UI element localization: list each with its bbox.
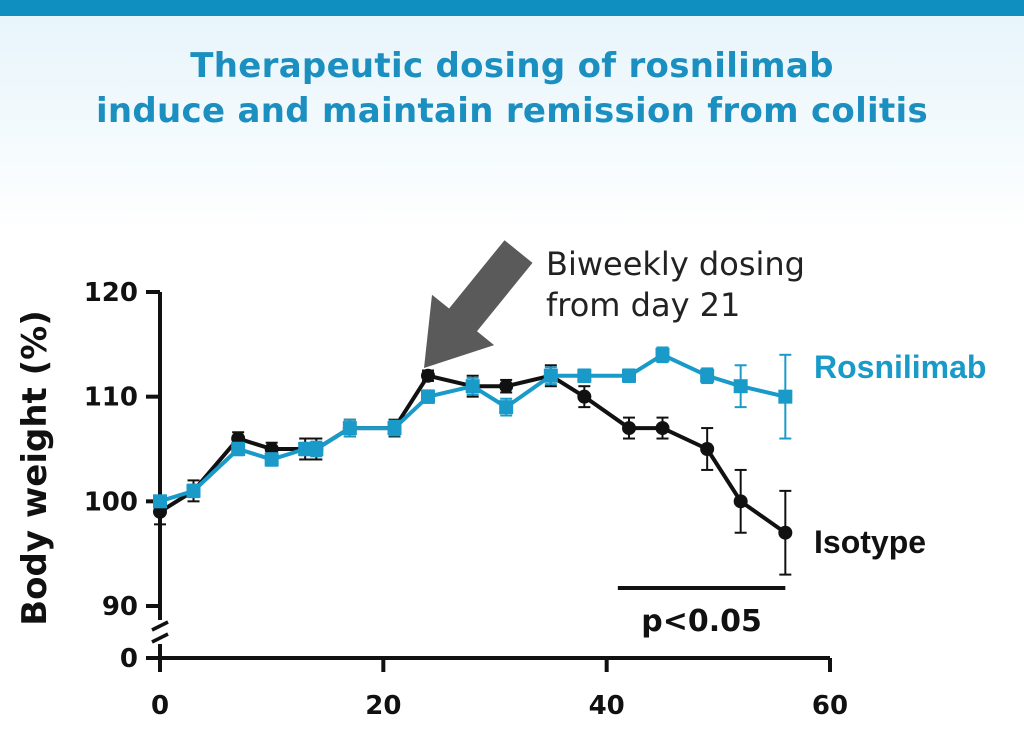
y-tick-label: 110 (84, 383, 138, 413)
data-point (655, 421, 670, 436)
data-point (733, 494, 748, 509)
data-point (342, 421, 357, 436)
data-point (186, 483, 201, 498)
dosing-arrow-icon (424, 240, 533, 368)
x-tick-label: 40 (589, 691, 625, 721)
significance-label: p<0.05 (641, 604, 762, 639)
dosing-annotation-line-1: Biweekly dosing (546, 245, 805, 283)
data-point (543, 368, 558, 383)
data-point (387, 421, 402, 436)
series-label-isotype: Isotype (814, 524, 926, 560)
series-label-rosnilimab: Rosnilimab (814, 349, 986, 385)
y-axis-title: Body weight (%) (15, 310, 55, 626)
data-point (499, 400, 514, 415)
title-band (0, 16, 1024, 230)
top-accent-bar (0, 0, 1024, 16)
y-axis-break-mark (151, 632, 169, 644)
annotations: Biweekly dosing from day 21 p<0.05 (424, 240, 805, 639)
data-point (499, 379, 514, 394)
data-point (421, 389, 435, 404)
data-point (309, 442, 324, 456)
y-tick-label: 0 (120, 644, 138, 674)
slide-title: Therapeutic dosing of rosnilimab induce … (0, 44, 1024, 134)
data-point (700, 368, 715, 383)
y-tick-label: 90 (102, 592, 138, 622)
series-isotype (153, 364, 793, 576)
y-axis-break-mark (151, 620, 169, 632)
data-point (421, 368, 435, 383)
x-tick-label: 20 (365, 691, 401, 721)
dosing-annotation-line-2: from day 21 (546, 286, 740, 324)
axes: 90 100 110 120 00 20 40 60 (84, 278, 848, 721)
data-point (298, 442, 313, 456)
data-point (622, 368, 636, 383)
y-tick-label: 100 (84, 487, 138, 517)
data-point (231, 442, 246, 456)
data-point (700, 442, 715, 456)
series-rosnilimab (153, 346, 793, 509)
x-tick-label: 0 (151, 691, 169, 721)
data-point (655, 347, 670, 362)
series (153, 346, 793, 576)
data-point (577, 389, 592, 404)
data-point (778, 389, 793, 404)
data-point (264, 452, 279, 467)
data-point (577, 368, 592, 383)
data-point (153, 494, 167, 509)
data-point (622, 421, 636, 436)
data-point (778, 525, 793, 540)
slide-title-line-1: Therapeutic dosing of rosnilimab (190, 46, 834, 86)
x-tick-label: 60 (812, 691, 848, 721)
data-point (465, 379, 480, 394)
data-point (733, 379, 748, 394)
slide-title-line-2: induce and maintain remission from colit… (95, 91, 929, 131)
y-tick-label: 120 (84, 278, 138, 308)
